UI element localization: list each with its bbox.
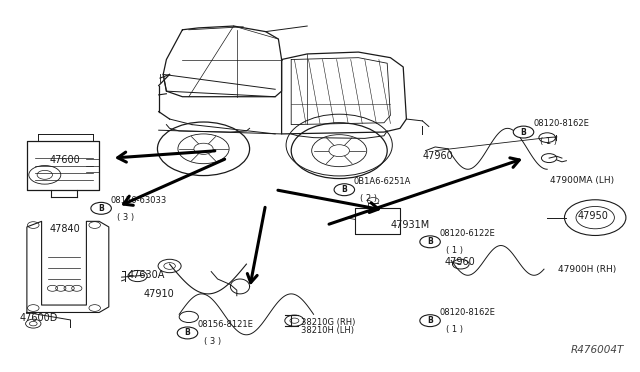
Text: 47950: 47950 xyxy=(577,211,608,221)
Text: 47600D: 47600D xyxy=(19,313,58,323)
Text: 0B1A6-6251A: 0B1A6-6251A xyxy=(354,177,412,186)
Text: B: B xyxy=(99,204,104,213)
Text: B: B xyxy=(521,128,526,137)
Circle shape xyxy=(513,126,534,138)
Text: 47931M: 47931M xyxy=(390,220,429,230)
Text: ( 3 ): ( 3 ) xyxy=(204,337,221,346)
Circle shape xyxy=(420,315,440,327)
Text: ( 1 ): ( 1 ) xyxy=(446,325,463,334)
Text: B: B xyxy=(428,237,433,246)
Circle shape xyxy=(91,202,111,214)
Text: ( 1 ): ( 1 ) xyxy=(446,246,463,255)
Text: 08120-6122E: 08120-6122E xyxy=(440,229,495,238)
Text: B: B xyxy=(428,316,433,325)
Text: 47960: 47960 xyxy=(445,257,476,267)
Circle shape xyxy=(329,145,349,157)
Text: 08120-8162E: 08120-8162E xyxy=(440,308,495,317)
Circle shape xyxy=(177,327,198,339)
Text: B: B xyxy=(185,328,190,337)
Text: 38210H (LH): 38210H (LH) xyxy=(301,326,354,335)
Text: 08120-8162E: 08120-8162E xyxy=(533,119,589,128)
Text: 47900H (RH): 47900H (RH) xyxy=(558,265,616,274)
Circle shape xyxy=(334,184,355,196)
Text: 47960: 47960 xyxy=(422,151,453,161)
Text: ( 1 ): ( 1 ) xyxy=(540,137,557,145)
Circle shape xyxy=(420,236,440,248)
Text: 08156-8121E: 08156-8121E xyxy=(197,320,253,329)
Text: 38210G (RH): 38210G (RH) xyxy=(301,318,355,327)
Text: 47630A: 47630A xyxy=(128,270,165,280)
Text: 08156-63033: 08156-63033 xyxy=(111,196,167,205)
Text: 47840: 47840 xyxy=(50,224,81,234)
Circle shape xyxy=(194,143,213,154)
Text: 47600: 47600 xyxy=(50,155,81,165)
Text: R476004T: R476004T xyxy=(571,345,624,355)
Text: ( 3 ): ( 3 ) xyxy=(117,213,134,222)
Text: 47910: 47910 xyxy=(143,289,174,299)
Text: 47900MA (LH): 47900MA (LH) xyxy=(550,176,614,185)
Text: B: B xyxy=(342,185,347,194)
Text: ( 2 ): ( 2 ) xyxy=(360,194,378,203)
